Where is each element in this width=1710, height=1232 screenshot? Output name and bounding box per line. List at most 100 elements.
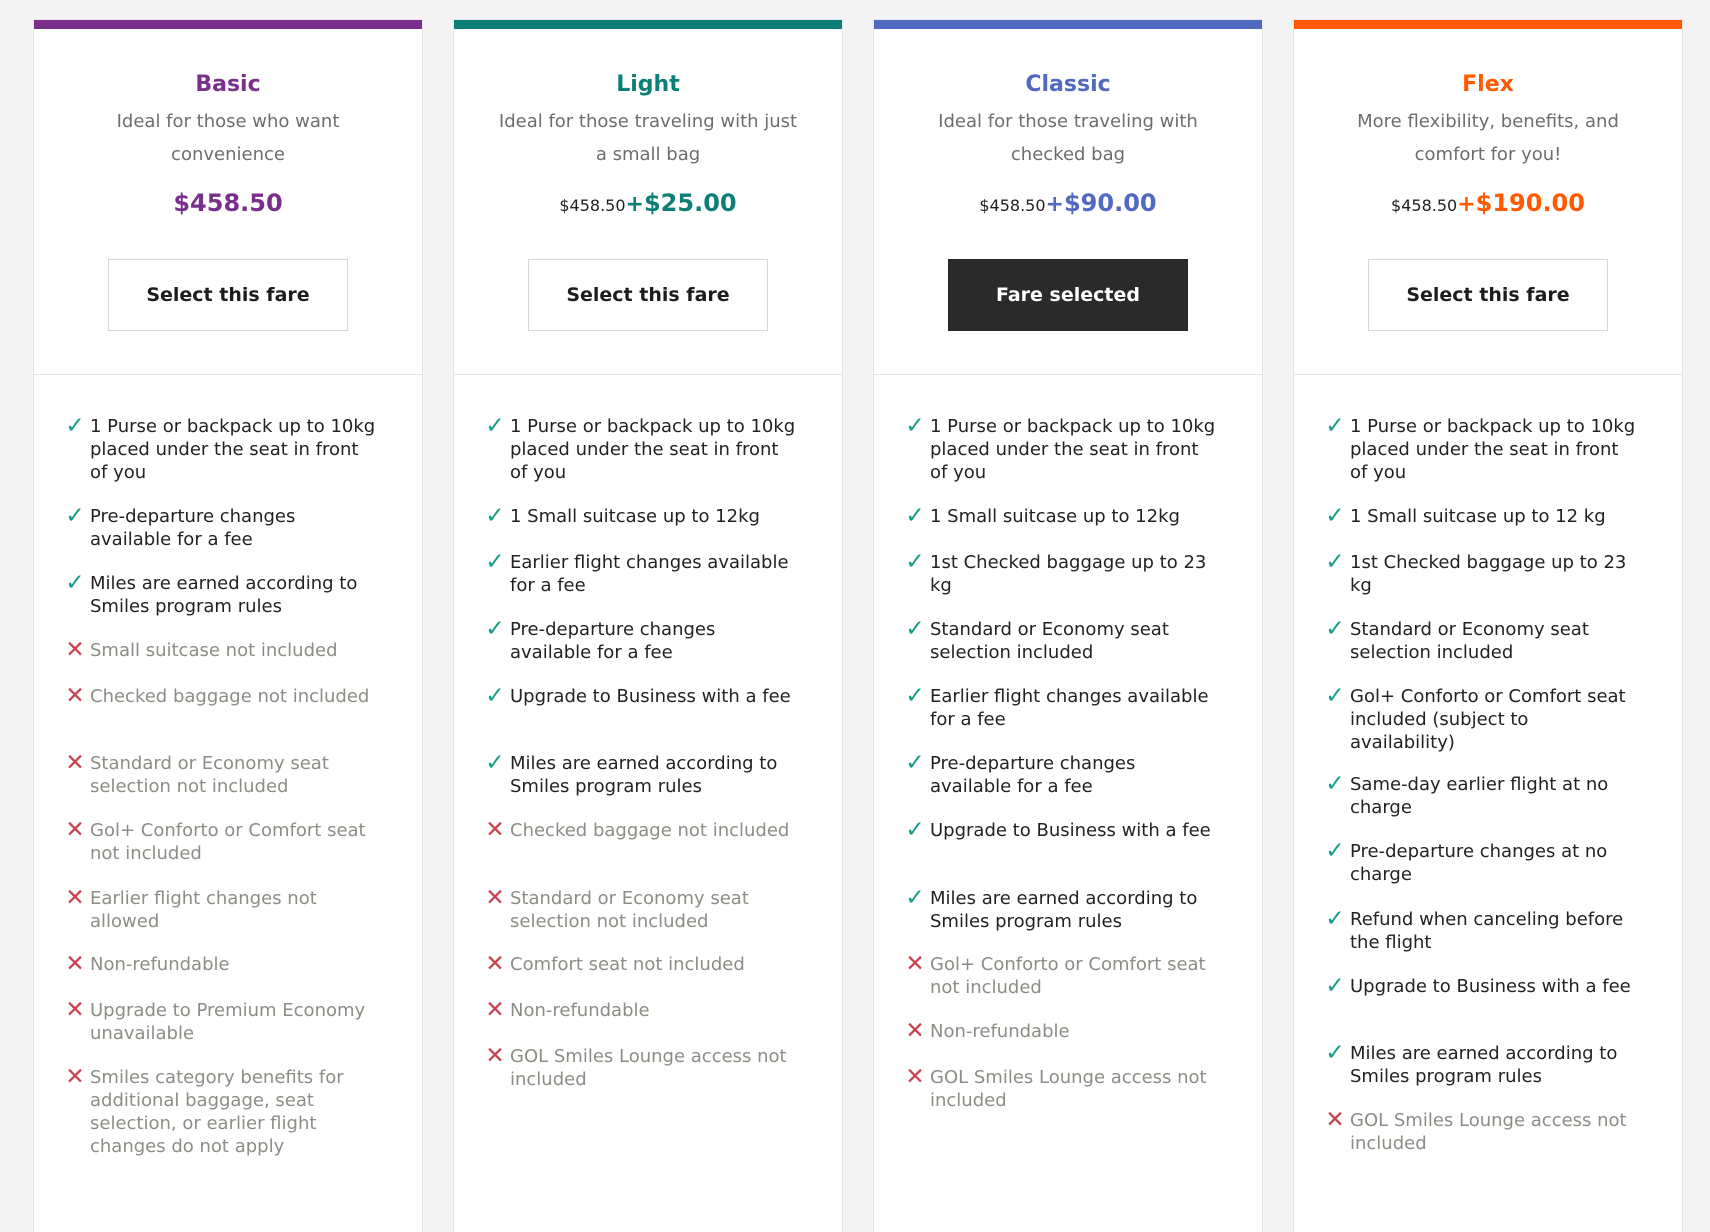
cross-icon: ✕ [485,997,505,1023]
fare-name: Classic [1025,72,1111,97]
check-icon: ✓ [485,413,505,439]
feature-text: Standard or Economy seat selection inclu… [1350,619,1589,663]
feature-text: Standard or Economy seat selection not i… [510,888,749,932]
fare-price: $458.50 [34,189,422,223]
fare-card-header: Light Ideal for those traveling with jus… [454,29,842,375]
feature-item: ✕ Gol+ Conforto or Comfort seat not inclu… [902,953,1218,999]
feature-item: ✕ Upgrade to Premium Economy unavailable [62,999,378,1045]
feature-item: ✓ 1 Purse or backpack up to 10kg placed u… [62,415,378,484]
feature-item: ✓ 1 Purse or backpack up to 10kg placed u… [902,415,1218,484]
feature-text: Standard or Economy seat selection inclu… [930,619,1169,663]
feature-text: Miles are earned according to Smiles pro… [90,573,358,617]
select-fare-button[interactable]: Select this fare [108,259,348,331]
feature-item: ✓ 1st Checked baggage up to 23 kg [1322,551,1638,597]
cross-icon: ✕ [485,951,505,977]
check-icon: ✓ [485,683,505,709]
fare-description: More flexibility, benefits, and comfort … [1357,111,1619,165]
feature-text: Upgrade to Business with a fee [510,686,791,707]
fare-card-light: Light Ideal for those traveling with jus… [454,20,842,1232]
cross-icon: ✕ [65,997,85,1023]
feature-item: ✕ Non-refundable [62,953,378,976]
cross-icon: ✕ [65,951,85,977]
feature-text: 1 Small suitcase up to 12kg [510,506,760,527]
feature-item: ✕ Standard or Economy seat selection not … [62,752,378,798]
fare-name: Flex [1462,72,1514,97]
check-icon: ✓ [905,683,925,709]
feature-item: ✕ Checked baggage not included [62,685,378,708]
fare-description: Ideal for those traveling with checked b… [938,111,1198,165]
feature-text: Upgrade to Premium Economy unavailable [90,1000,366,1044]
base-price: $458.50 [559,196,626,215]
feature-text: Checked baggage not included [90,686,370,707]
feature-text: Upgrade to Business with a fee [1350,976,1631,997]
feature-item: ✓ Miles are earned according to Smiles pr… [482,752,798,798]
check-icon: ✓ [1325,838,1345,864]
feature-text: Gol+ Conforto or Comfort seat not includ… [90,820,366,864]
base-price: $458.50 [979,196,1046,215]
feature-item: ✓ Earlier flight changes available for a … [902,685,1218,731]
feature-text: Same-day earlier flight at no charge [1350,774,1609,818]
cross-icon: ✕ [485,817,505,843]
check-icon: ✓ [905,616,925,642]
check-icon: ✓ [485,503,505,529]
cross-icon: ✕ [65,1064,85,1090]
check-icon: ✓ [905,549,925,575]
feature-item: ✓ Earlier flight changes available for a … [482,551,798,597]
feature-text: Upgrade to Business with a fee [930,820,1211,841]
feature-text: Miles are earned according to Smiles pro… [930,888,1198,932]
check-icon: ✓ [1325,973,1345,999]
check-icon: ✓ [1325,503,1345,529]
feature-item: ✓ Miles are earned according to Smiles pr… [62,572,378,618]
select-fare-button[interactable]: Select this fare [528,259,768,331]
feature-item: ✓ Same-day earlier flight at no charge [1322,773,1638,819]
feature-item: ✓ Upgrade to Business with a fee [1322,975,1638,998]
feature-text: 1 Purse or backpack up to 10kg placed un… [1350,416,1636,483]
fare-selected-button[interactable]: Fare selected [948,259,1188,331]
fare-name: Basic [195,72,261,97]
check-icon: ✓ [65,570,85,596]
feature-text: 1st Checked baggage up to 23 kg [1350,552,1627,596]
feature-text: Non-refundable [510,1000,650,1021]
cross-icon: ✕ [485,885,505,911]
check-icon: ✓ [1325,906,1345,932]
check-icon: ✓ [485,750,505,776]
fare-card-header: Flex More flexibility, benefits, and com… [1294,29,1682,375]
fare-card-flex: Flex More flexibility, benefits, and com… [1294,20,1682,1232]
feature-text: Pre-departure changes available for a fe… [90,506,296,550]
price-plus: + [1045,192,1064,217]
fare-name: Light [616,72,680,97]
price-plus: + [625,192,644,217]
feature-text: 1 Purse or backpack up to 10kg placed un… [930,416,1216,483]
feature-text: Earlier flight changes available for a f… [930,686,1209,730]
feature-text: 1 Small suitcase up to 12kg [930,506,1180,527]
select-fare-button[interactable]: Select this fare [1368,259,1608,331]
feature-text: Pre-departure changes available for a fe… [510,619,716,663]
check-icon: ✓ [905,750,925,776]
fare-card-header: Classic Ideal for those traveling with c… [874,29,1262,375]
feature-item: ✓ Upgrade to Business with a fee [482,685,798,708]
feature-text: Miles are earned according to Smiles pro… [510,753,778,797]
check-icon: ✓ [905,503,925,529]
feature-text: Earlier flight changes not allowed [90,888,317,932]
feature-item: ✕ Earlier flight changes not allowed [62,887,378,933]
feature-item: ✕ Small suitcase not included [62,639,378,662]
feature-text: Gol+ Conforto or Comfort seat not includ… [930,954,1206,998]
cross-icon: ✕ [485,1043,505,1069]
fare-card-header: Basic Ideal for those who want convenien… [34,29,422,375]
feature-text: Checked baggage not included [510,820,790,841]
feature-text: 1st Checked baggage up to 23 kg [930,552,1207,596]
fare-card-basic: Basic Ideal for those who want convenien… [34,20,422,1232]
fare-price-amount: $458.50 [173,189,283,217]
feature-item: ✕ GOL Smiles Lounge access not included [482,1045,798,1091]
feature-item: ✓ Pre-departure changes at no charge [1322,840,1638,886]
feature-item: ✓ 1st Checked baggage up to 23 kg [902,551,1218,597]
cross-icon: ✕ [905,951,925,977]
cross-icon: ✕ [905,1018,925,1044]
feature-item: ✓ 1 Small suitcase up to 12 kg [1322,505,1638,528]
feature-item: ✓ Upgrade to Business with a fee [902,819,1218,842]
price-plus: + [1457,192,1476,217]
check-icon: ✓ [1325,683,1345,709]
feature-text: Standard or Economy seat selection not i… [90,753,329,797]
cross-icon: ✕ [1325,1107,1345,1133]
feature-item: ✕ Checked baggage not included [482,819,798,842]
